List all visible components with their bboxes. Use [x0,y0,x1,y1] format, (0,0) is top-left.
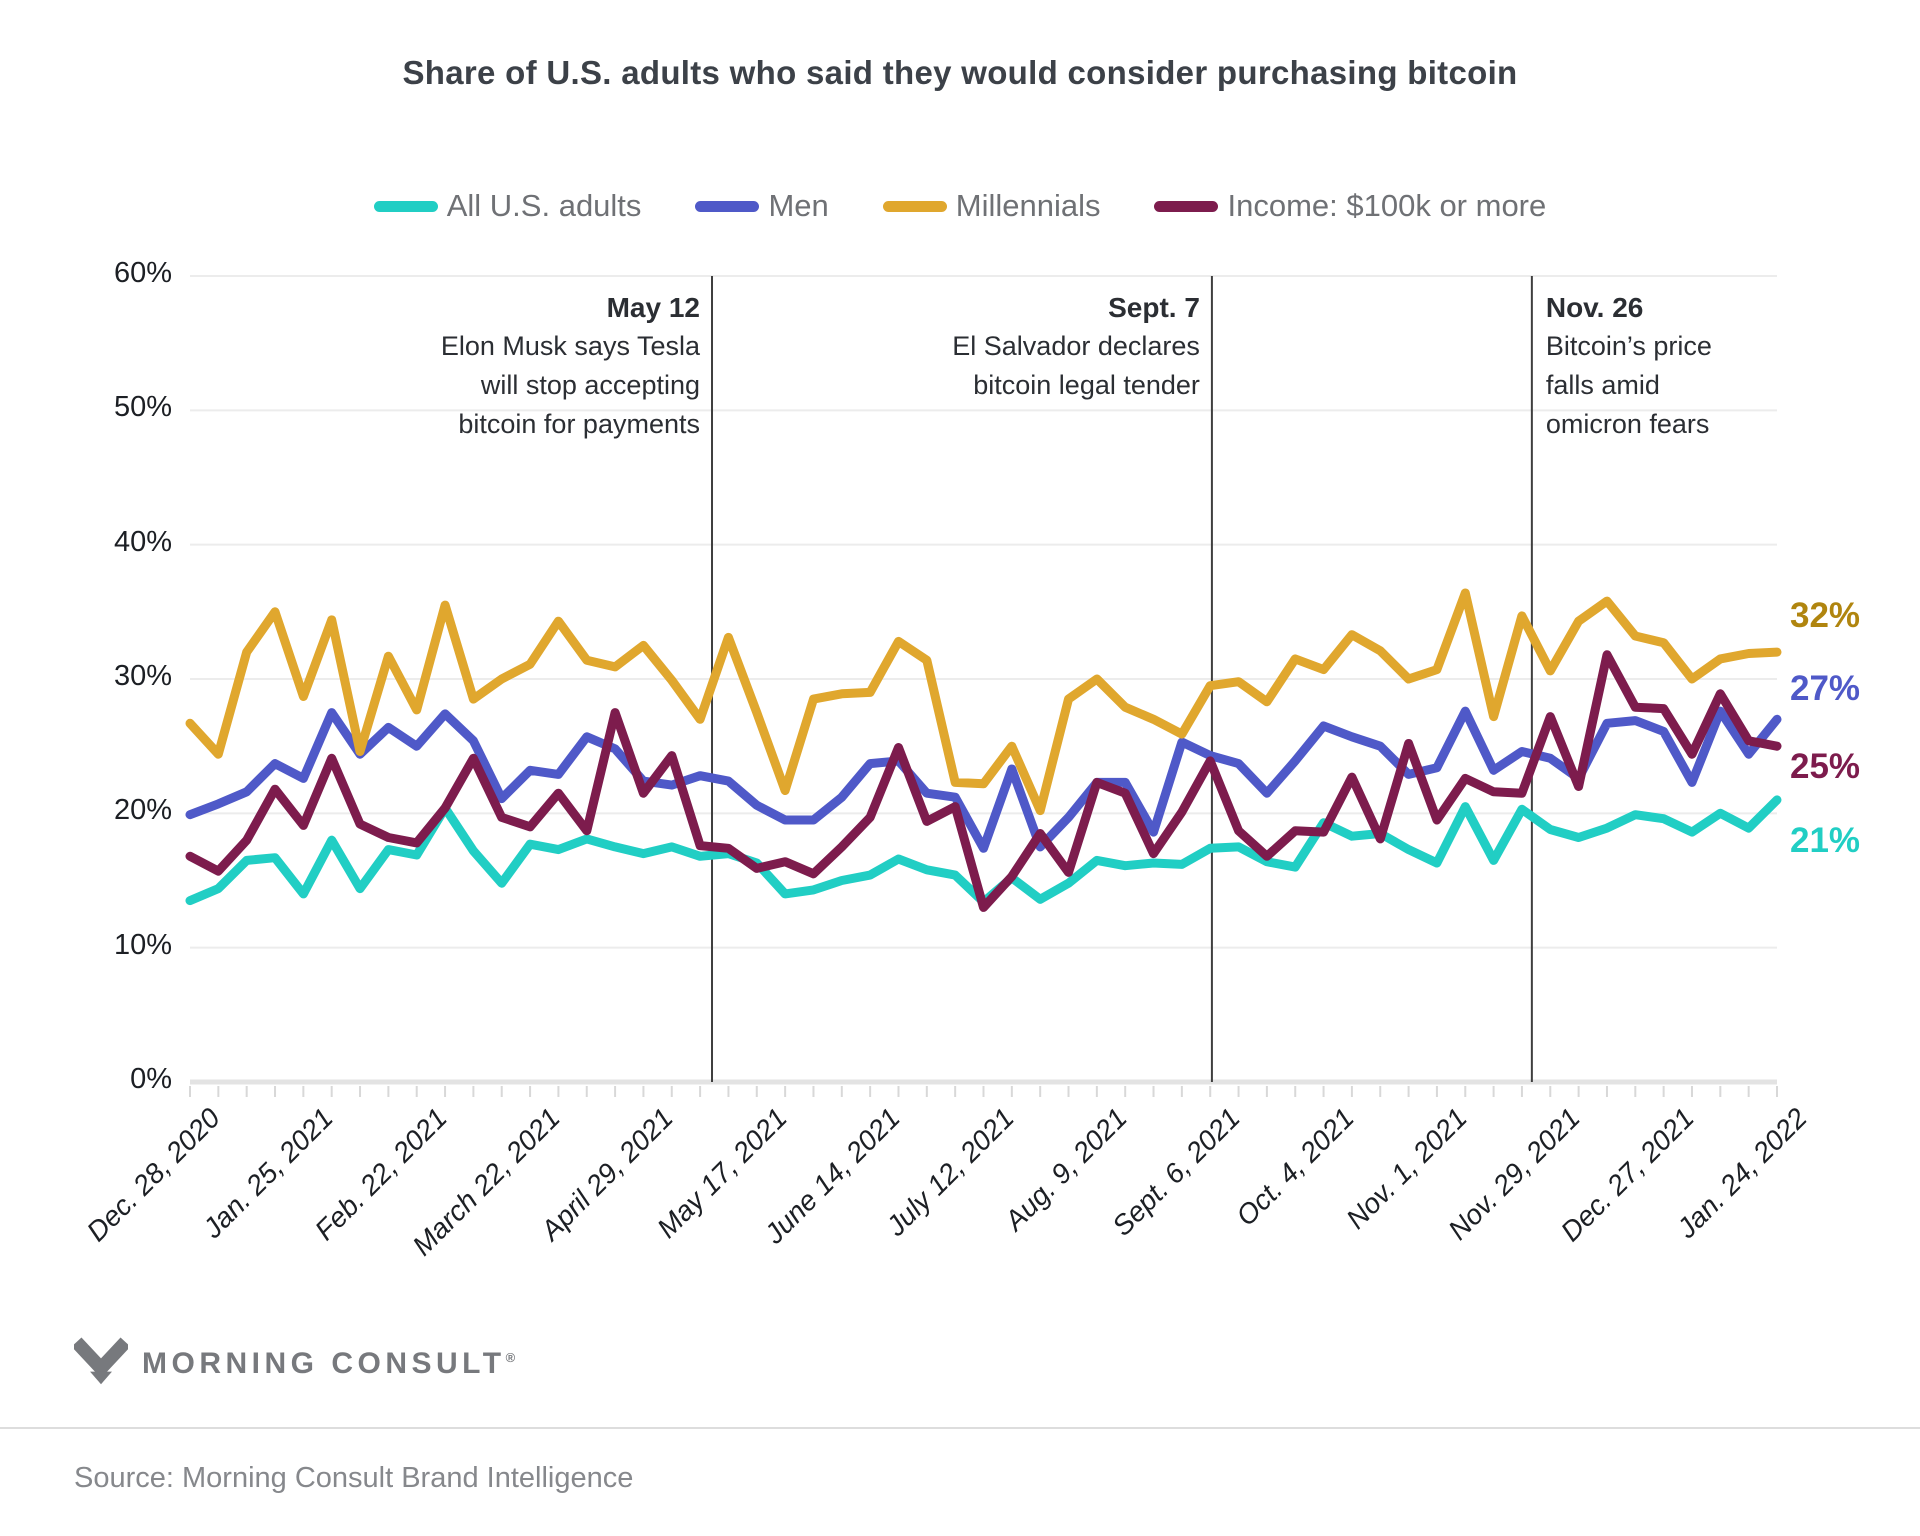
y-tick-label: 10% [113,928,172,961]
y-tick-label: 60% [113,257,172,289]
annotation-nov-26: Nov. 26 Bitcoin’s price falls amid omicron … [1546,288,1920,444]
annotation-sept-7-text: El Salvador declares [952,331,1200,361]
annotation-nov-26-text: Bitcoin’s price [1545,331,1712,361]
morning-consult-logomark-icon [74,1337,128,1385]
annotation-may-12-date: May 12 [606,292,700,323]
legend-label: All U.S. adults [446,188,642,223]
end-label-millennials: 32% [1790,596,1861,636]
series-line-income-100k-or-more [185,650,1782,912]
y-tick-label: 40% [113,525,172,558]
annotation-nov-26-text: omicron fears [1545,409,1710,439]
logo-wordmark: MORNING CONSULT® [142,1347,516,1380]
legend-item-income-100k-or-more: Income: $100k or more [1154,188,1546,224]
annotation-sept-7-date: Sept. 7 [1108,292,1200,323]
annotation-may-12-text: Elon Musk says Tesla [440,331,700,361]
annotation-nov-26-text: falls amid [1545,370,1660,400]
annotation-may-12: May 12 Elon Musk says Tesla will stop acce… [240,288,700,444]
footer-divider [0,1427,1920,1429]
series-line-men [185,706,1782,853]
y-tick-label: 30% [113,660,172,692]
end-label-men: 27% [1790,669,1861,709]
series-line-millennials [185,588,1782,816]
annotation-sept-7: Sept. 7 El Salvador declares bitcoin legal… [740,288,1200,405]
legend-swatch-icon [1154,200,1219,212]
legend-swatch-icon [695,200,760,212]
legend-label: Men [768,188,829,223]
annotation-may-12-text: bitcoin for payments [458,409,700,439]
legend-item-men: Men [695,188,829,224]
chart-legend: All U.S. adults Men Millennials Income: $10… [0,188,1920,224]
chart-title: Share of U.S. adults who said they would… [402,54,1518,91]
end-label-all-u-s-adults: 21% [1790,820,1861,860]
legend-swatch-icon [373,200,438,212]
source-attribution: Source: Morning Consult Brand Intelligen… [74,1462,634,1494]
legend-label: Millennials [955,188,1101,223]
legend-swatch-icon [882,200,947,212]
y-tick-label: 0% [130,1063,172,1095]
legend-label: Income: $100k or more [1227,188,1547,223]
y-tick-label: 50% [113,391,172,424]
registered-trademark-icon: ® [505,1350,516,1365]
annotation-may-12-text: will stop accepting [480,370,700,400]
legend-item-millennials: Millennials [882,188,1101,224]
legend-item-all-u-s-adults: All U.S. adults [373,188,642,224]
annotation-nov-26-date: Nov. 26 [1545,292,1644,323]
end-label-income-100k-or-more: 25% [1790,747,1861,787]
annotation-sept-7-text: bitcoin legal tender [973,370,1200,400]
morning-consult-logo: MORNING CONSULT® [74,1336,515,1392]
y-tick-label: 20% [113,794,172,827]
